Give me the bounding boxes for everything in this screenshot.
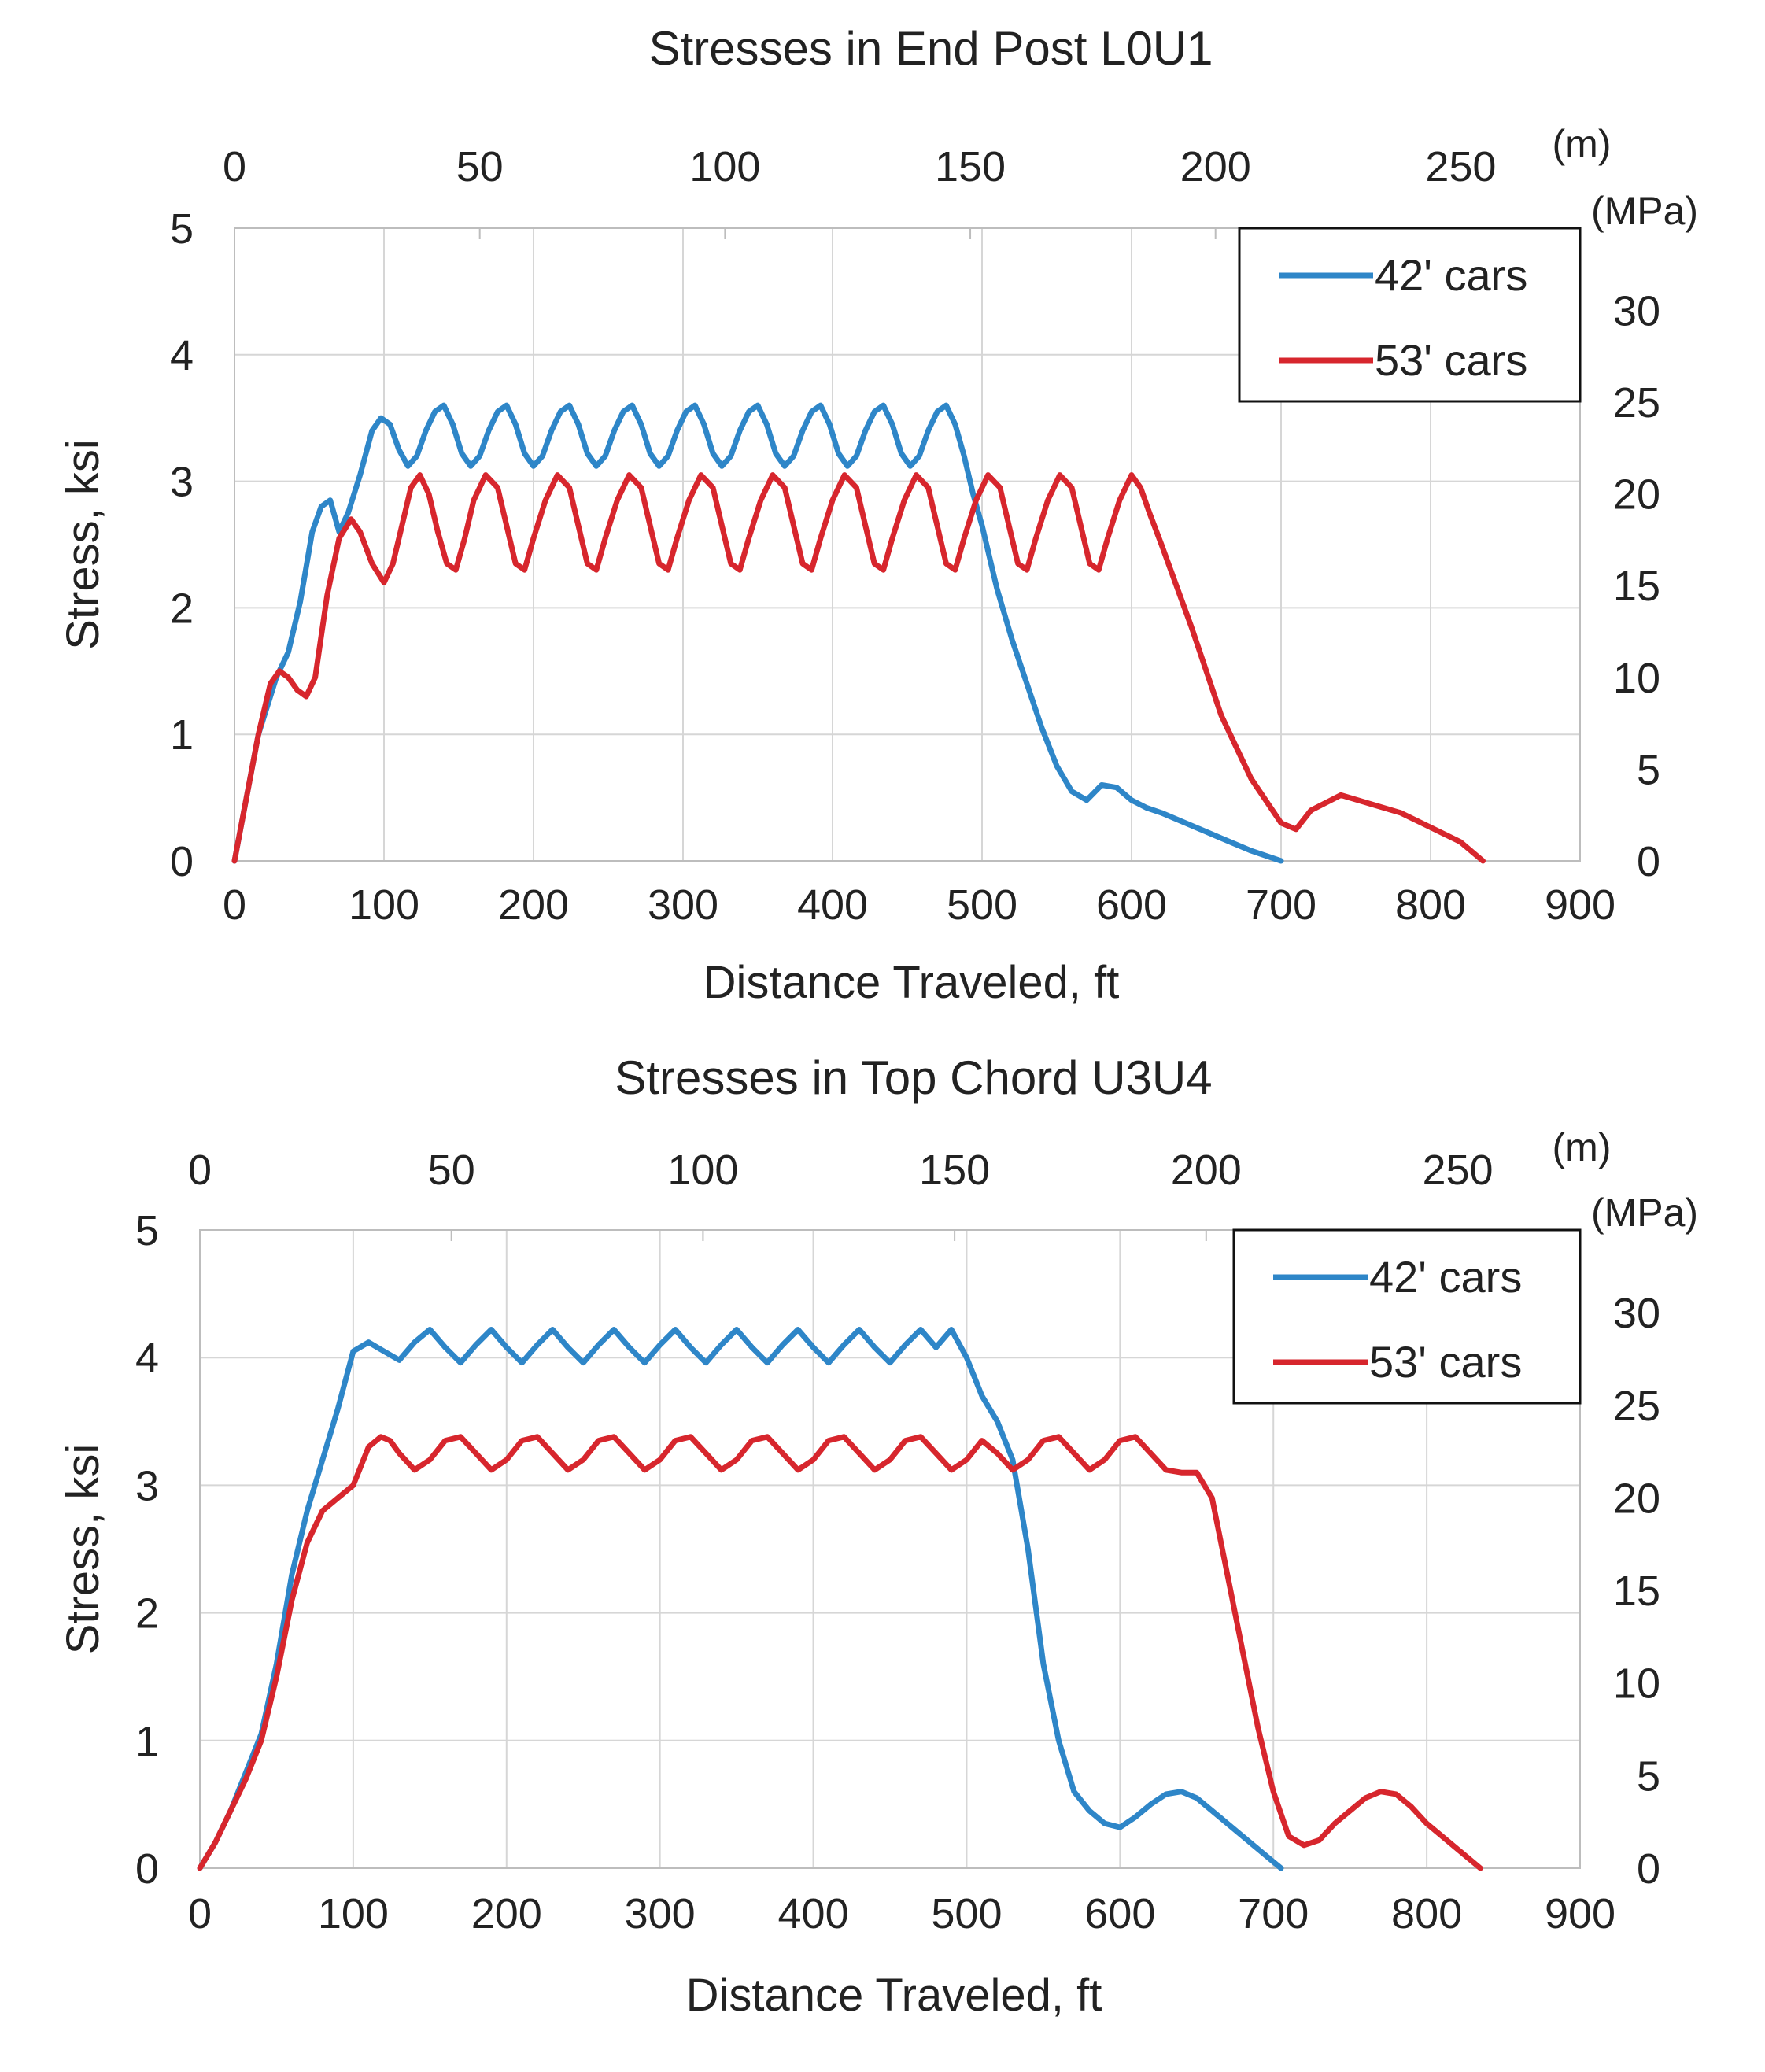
series-line-53ft-cars	[197, 1434, 1483, 1871]
top-x-tick-label: 250	[1422, 1147, 1493, 1194]
y-tick-label: 4	[135, 1335, 159, 1382]
y-tick-label: 2	[135, 1590, 159, 1638]
y-tick-label: 3	[135, 1462, 159, 1509]
x-tick-label: 900	[1545, 1890, 1615, 1937]
x-tick-label: 600	[1096, 881, 1167, 929]
chart-title: Stresses in Top Chord U3U4	[615, 1051, 1212, 1104]
right-axis-unit: (MPa)	[1591, 1191, 1698, 1235]
x-tick-label: 700	[1238, 1890, 1309, 1937]
top-x-tick-label: 100	[689, 143, 760, 190]
chart-title: Stresses in End Post L0U1	[648, 22, 1213, 75]
right-y-tick-label: 0	[1637, 838, 1660, 885]
y-tick-label: 4	[170, 332, 194, 379]
x-tick-label: 100	[318, 1890, 389, 1937]
right-y-tick-label: 10	[1613, 1660, 1660, 1708]
plot-area-frame	[234, 227, 1581, 862]
top-x-tick-label: 150	[935, 143, 1006, 190]
top-x-tick-label: 250	[1425, 143, 1496, 190]
right-y-tick-label: 15	[1613, 1568, 1660, 1615]
series-line-53ft-cars	[231, 472, 1486, 864]
top-axis-unit: (m)	[1553, 122, 1612, 166]
legend-box	[1232, 1228, 1582, 1405]
y-axis-title: Stress, ksi	[57, 439, 109, 650]
x-tick-label: 800	[1395, 881, 1466, 929]
series-line-42ft-cars	[231, 402, 1284, 864]
top-x-tick-label: 50	[428, 1147, 475, 1194]
top-x-tick-label: 50	[456, 143, 504, 190]
top-axis-unit: (m)	[1553, 1125, 1612, 1169]
right-y-tick-label: 10	[1613, 655, 1660, 702]
right-y-tick-label: 0	[1637, 1845, 1660, 1893]
top-x-tick-label: 200	[1171, 1147, 1242, 1194]
x-tick-label: 500	[947, 881, 1017, 929]
legend-label: 42' cars	[1369, 1252, 1522, 1302]
top-x-tick-label: 150	[919, 1147, 990, 1194]
legend-label: 53' cars	[1369, 1337, 1522, 1387]
x-tick-label: 300	[625, 1890, 696, 1937]
right-y-tick-label: 25	[1613, 379, 1660, 427]
x-tick-label: 400	[778, 1890, 849, 1937]
y-tick-label: 0	[170, 838, 194, 885]
right-y-tick-label: 30	[1613, 287, 1660, 334]
y-axis-title: Stress, ksi	[57, 1444, 109, 1655]
right-y-tick-label: 5	[1637, 746, 1660, 793]
right-y-tick-label: 20	[1613, 1475, 1660, 1522]
y-tick-label: 1	[135, 1718, 159, 1765]
top-x-tick-label: 100	[667, 1147, 738, 1194]
top-x-tick-label: 0	[188, 1147, 212, 1194]
y-tick-label: 5	[135, 1207, 159, 1254]
right-y-tick-label: 15	[1613, 563, 1660, 610]
x-tick-label: 700	[1246, 881, 1316, 929]
x-tick-label: 200	[471, 1890, 542, 1937]
x-axis-title: Distance Traveled, ft	[686, 1970, 1102, 2021]
right-y-tick-label: 20	[1613, 471, 1660, 519]
right-y-tick-label: 25	[1613, 1383, 1660, 1430]
x-tick-label: 800	[1391, 1890, 1462, 1937]
y-tick-label: 1	[170, 711, 194, 759]
right-y-tick-label: 30	[1613, 1290, 1660, 1337]
series-line-42ft-cars	[197, 1327, 1284, 1871]
right-axis-unit: (MPa)	[1591, 189, 1698, 233]
x-tick-label: 500	[931, 1890, 1002, 1937]
x-tick-label: 400	[797, 881, 868, 929]
x-tick-label: 200	[498, 881, 569, 929]
y-tick-label: 3	[170, 459, 194, 506]
y-tick-label: 0	[135, 1845, 159, 1893]
y-tick-label: 5	[170, 205, 194, 253]
top-x-tick-label: 200	[1180, 143, 1251, 190]
top-x-tick-label: 0	[223, 143, 246, 190]
x-tick-label: 0	[223, 881, 246, 929]
y-tick-label: 2	[170, 585, 194, 632]
x-tick-label: 100	[349, 881, 419, 929]
x-tick-label: 600	[1084, 1890, 1155, 1937]
legend-label: 42' cars	[1375, 250, 1527, 300]
x-tick-label: 300	[648, 881, 718, 929]
right-y-tick-label: 5	[1637, 1753, 1660, 1800]
x-tick-label: 0	[188, 1890, 212, 1937]
plot-area-frame	[199, 1229, 1581, 1869]
x-axis-title: Distance Traveled, ft	[703, 957, 1120, 1008]
legend-label: 53' cars	[1375, 335, 1527, 385]
x-tick-label: 900	[1545, 881, 1615, 929]
legend-box	[1238, 227, 1582, 403]
